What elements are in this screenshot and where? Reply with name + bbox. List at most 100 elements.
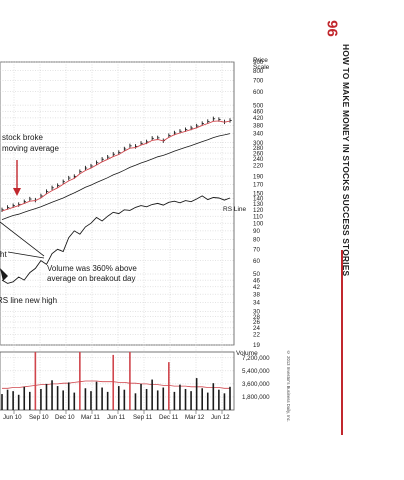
price-tick-label: 60 — [253, 258, 260, 265]
price-scale-label-line2: Scale — [253, 64, 270, 71]
volume-bar — [112, 354, 115, 410]
price-tick-label: 600 — [253, 89, 264, 96]
running-title: HOW TO MAKE MONEY IN STOCKS SUCCESS STOR… — [341, 44, 351, 277]
volume-bar — [168, 362, 170, 410]
annotation-stock-broke-line2: moving average — [2, 144, 59, 153]
volume-bar — [106, 391, 109, 410]
volume-bar — [229, 386, 231, 410]
x-tick-label: Jun 11 — [107, 414, 126, 421]
volume-bar — [56, 386, 59, 410]
price-bar — [79, 169, 82, 174]
moving-average-long-series — [1, 133, 231, 220]
volume-bar — [84, 388, 87, 410]
x-tick-label: Jun 12 — [211, 414, 230, 421]
moving-average-short-series — [1, 120, 231, 212]
volume-bars — [1, 352, 231, 410]
volume-bar — [29, 391, 31, 410]
volume-bar — [51, 380, 53, 410]
volume-bar — [1, 394, 3, 410]
price-panel-frame — [0, 61, 235, 346]
volume-bar — [179, 384, 181, 410]
volume-bar — [134, 393, 137, 410]
volume-bar — [195, 378, 198, 410]
price-bar — [62, 179, 65, 184]
volume-average-series — [2, 380, 230, 389]
volume-bar — [117, 386, 120, 410]
volume-axis-label: Volume — [236, 350, 258, 357]
price-tick-label: 280 — [253, 145, 264, 152]
price-tick-label: 170 — [253, 181, 264, 188]
volume-bar — [40, 388, 42, 410]
volume-bar — [90, 391, 92, 410]
volume-bar — [101, 387, 103, 410]
price-tick-label: 30 — [253, 309, 260, 316]
chart-grid — [0, 61, 235, 411]
price-bar — [107, 154, 110, 160]
x-tick-label: Sep 10 — [29, 414, 49, 421]
annotation-leader-lines — [0, 221, 45, 281]
price-tick-label: 140 — [253, 196, 264, 203]
volume-bar — [173, 391, 176, 410]
price-tick-label: 500 — [253, 102, 264, 109]
annotation-fragment: ht — [0, 250, 7, 259]
volume-tick-label: 1,800,000 — [242, 394, 270, 401]
price-bar — [46, 189, 49, 194]
price-tick-label: 900 — [253, 59, 264, 66]
volume-bar — [23, 386, 26, 410]
volume-bar — [17, 394, 20, 410]
volume-bar — [45, 383, 48, 410]
volume-bar — [190, 391, 192, 410]
price-tick-label: 220 — [253, 163, 264, 170]
price-bar — [129, 143, 132, 149]
volume-bar — [162, 387, 165, 410]
price-bar — [151, 136, 154, 141]
price-tick-label: 130 — [253, 201, 264, 208]
price-bar — [57, 183, 60, 188]
volume-bar — [95, 381, 98, 410]
x-tick-label: Mar 11 — [81, 414, 100, 421]
volume-bar — [79, 352, 81, 410]
price-tick-label: 80 — [253, 237, 260, 244]
price-bar — [207, 119, 210, 124]
price-bar — [112, 152, 116, 157]
annotation-volume-line2: average on breakout day — [47, 274, 136, 283]
price-bar — [68, 175, 71, 181]
price-tick-label: 300 — [253, 140, 264, 147]
price-tick-label: 260 — [253, 150, 264, 157]
x-tick-label: Sep 11 — [133, 414, 153, 421]
price-tick-label: 46 — [253, 277, 260, 284]
price-tick-label: 340 — [253, 131, 264, 138]
price-tick-label: 460 — [253, 108, 264, 115]
price-tick-label: 38 — [253, 291, 260, 298]
volume-bar — [201, 388, 203, 410]
x-tick-label: Dec 10 — [55, 414, 75, 421]
price-tick-label: 100 — [253, 220, 264, 227]
price-bar — [1, 207, 4, 213]
x-tick-label: Dec 11 — [159, 414, 179, 421]
volume-bar — [129, 352, 131, 410]
annotation-stock-broke-line1: stock broke — [2, 133, 43, 142]
price-bar — [96, 160, 99, 165]
red-margin-rule — [341, 250, 343, 435]
volume-bar — [151, 379, 153, 410]
price-scale-label-line1: Price — [253, 57, 268, 64]
price-tick-label: 120 — [253, 207, 264, 214]
price-bar — [123, 146, 127, 152]
volume-bar — [212, 383, 215, 410]
volume-bar — [34, 352, 37, 410]
annotation-rs-high: RS line new high — [0, 296, 58, 305]
volume-bar — [156, 390, 159, 410]
price-bar — [101, 157, 104, 162]
volume-tick-label: 3,600,000 — [242, 381, 270, 388]
price-tick-label: 380 — [253, 122, 264, 129]
volume-bar — [73, 392, 76, 410]
price-bar — [212, 116, 216, 122]
price-axis-ticks: 9008007006005004604203803403002802602402… — [253, 59, 264, 349]
volume-bar — [223, 393, 226, 410]
price-bar — [40, 193, 43, 199]
price-tick-label: 90 — [253, 228, 260, 235]
volume-axis-ticks: 7,200,000 5,400,000 3,600,000 1,800,000 — [242, 355, 270, 401]
price-tick-label: 28 — [253, 314, 260, 321]
price-bar — [84, 165, 88, 171]
price-tick-label: 420 — [253, 115, 264, 122]
